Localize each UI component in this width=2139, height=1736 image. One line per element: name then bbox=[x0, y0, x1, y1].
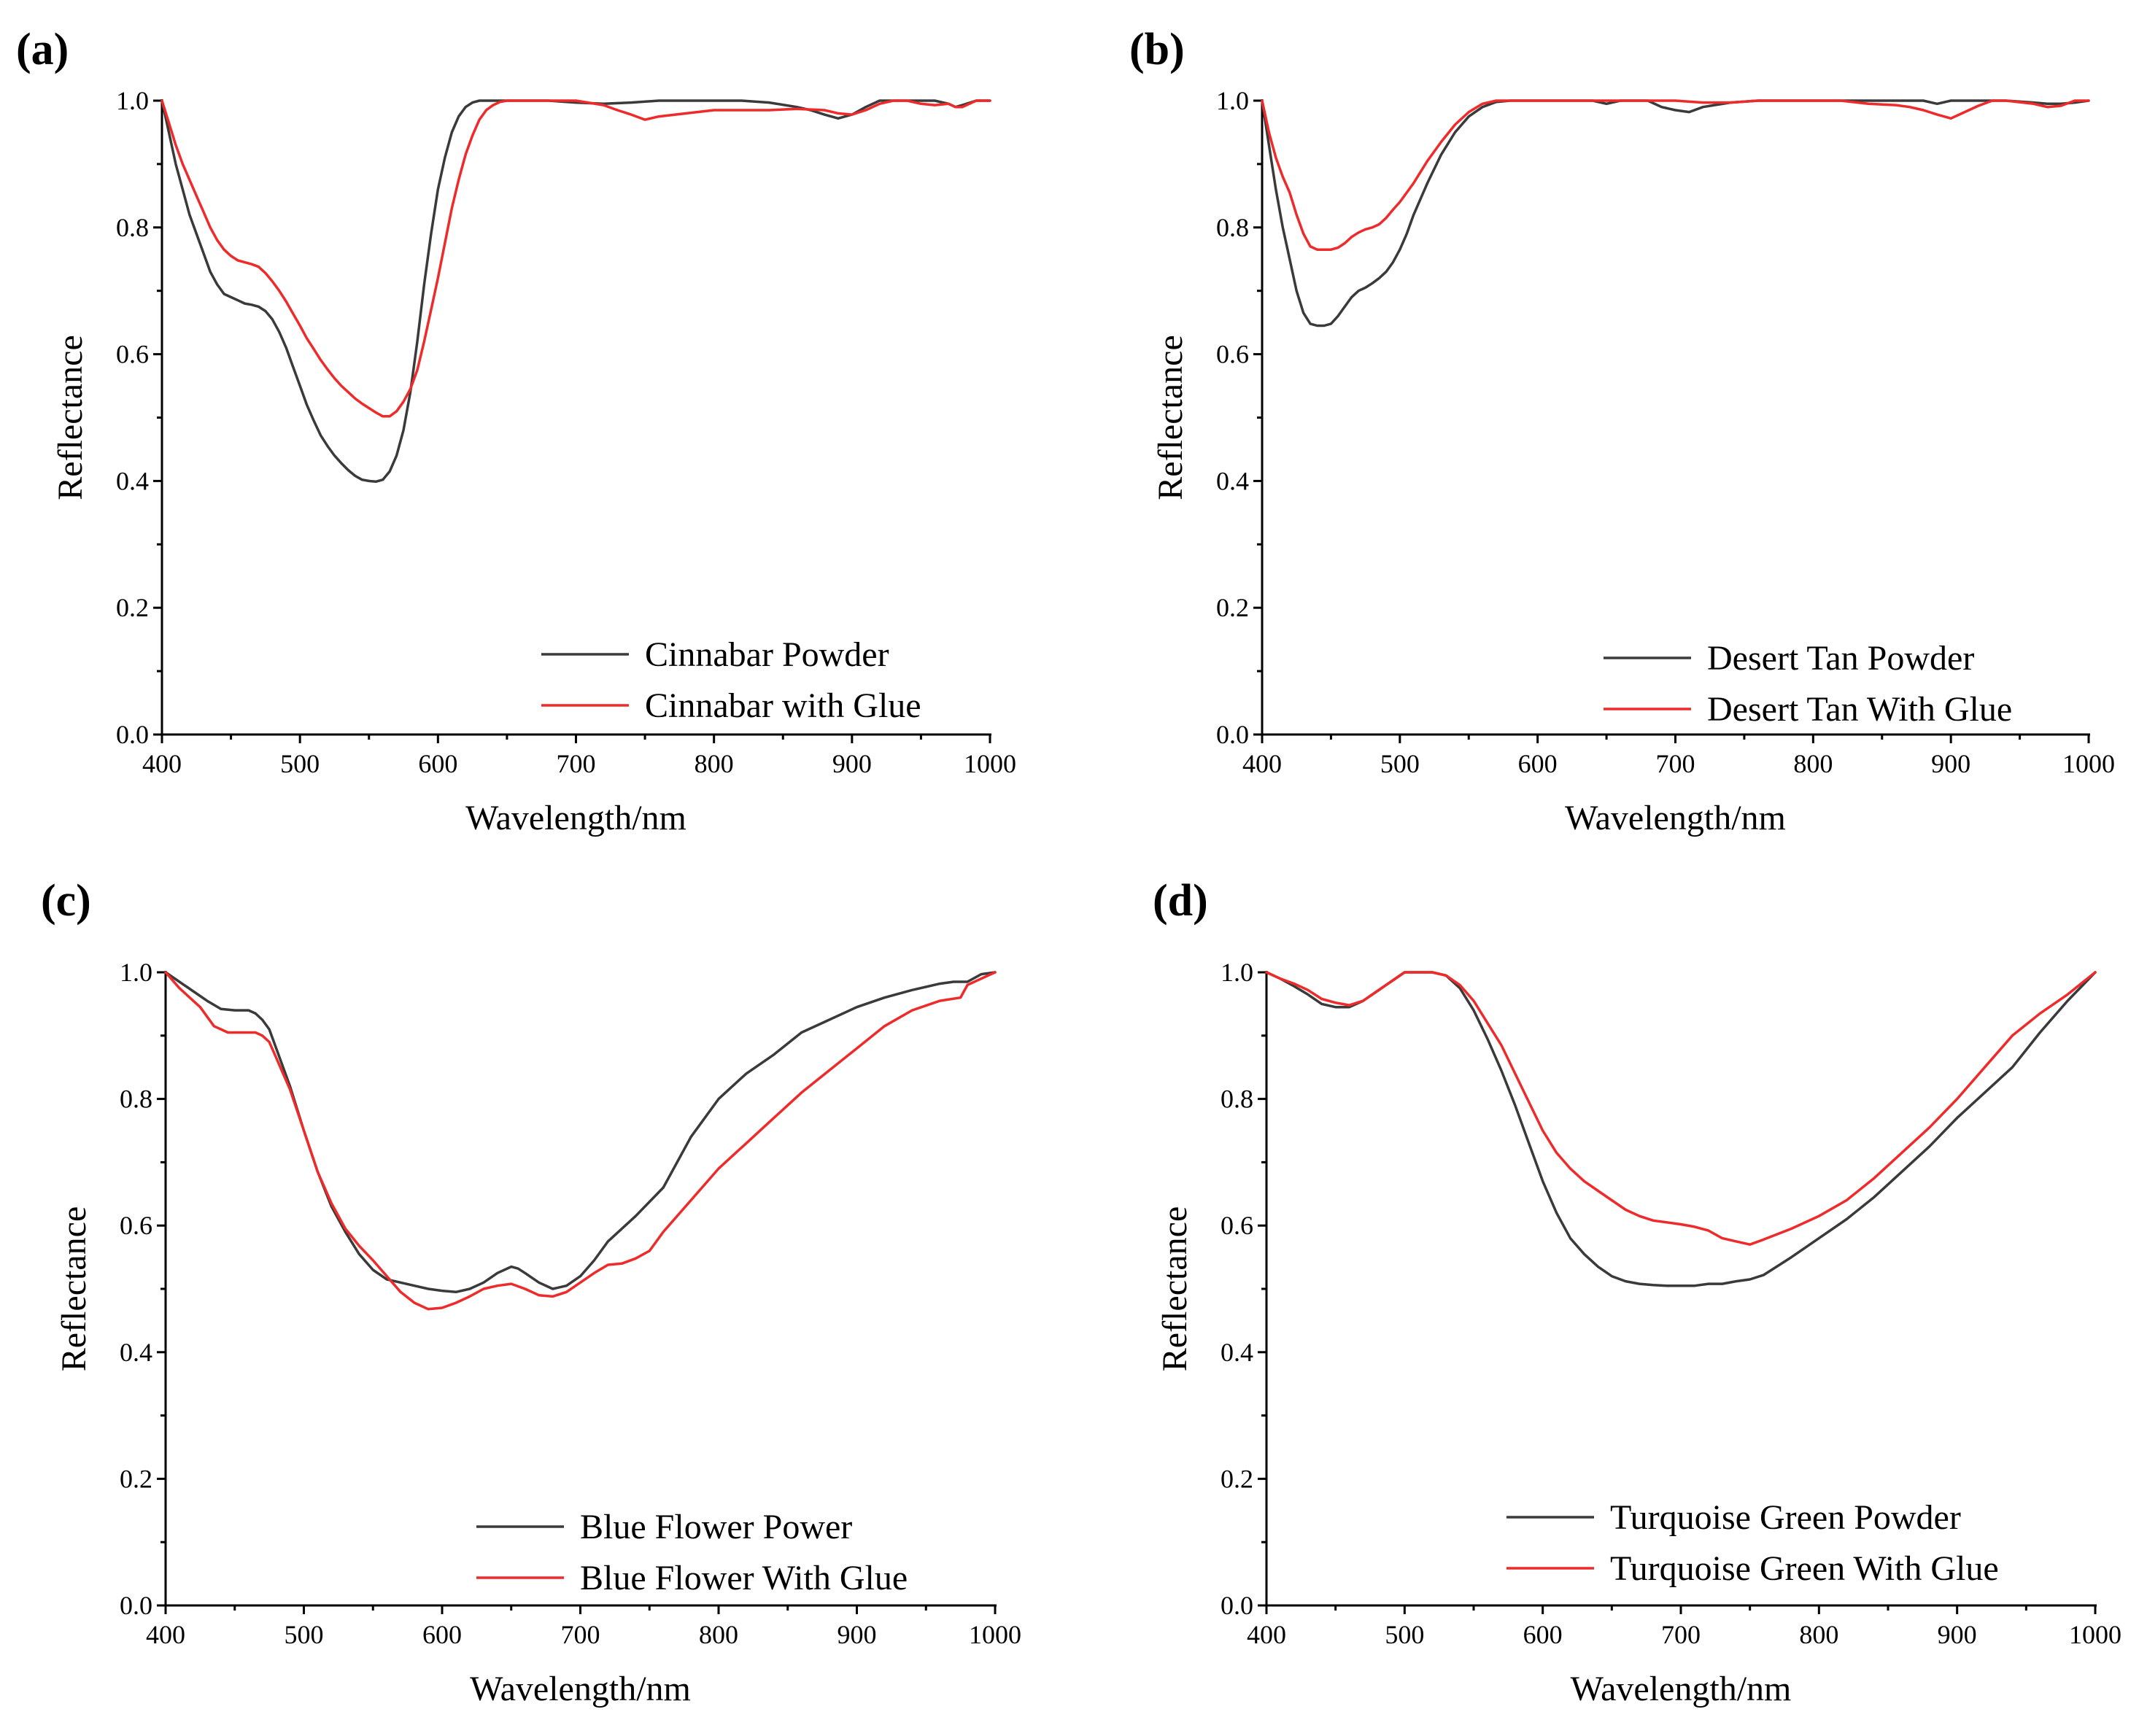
x-tick-label: 400 bbox=[1242, 749, 1282, 778]
panel-label: (c) bbox=[41, 876, 91, 926]
panel-label: (d) bbox=[1153, 876, 1208, 926]
y-tick-label: 0.2 bbox=[120, 1464, 152, 1493]
legend-label: Blue Flower Power bbox=[580, 1508, 852, 1546]
x-tick-label: 1000 bbox=[964, 749, 1016, 778]
series-line-glue bbox=[160, 99, 991, 418]
x-tick-label: 500 bbox=[285, 1620, 324, 1649]
y-tick-label: 0.6 bbox=[1221, 1211, 1253, 1240]
x-tick-label: 800 bbox=[1799, 1620, 1838, 1649]
y-tick-label: 0.8 bbox=[120, 1085, 152, 1114]
legend-label: Turquoise Green With Glue bbox=[1610, 1549, 1999, 1588]
series-line-glue bbox=[164, 971, 997, 1311]
x-tick-label: 700 bbox=[1656, 749, 1695, 778]
x-tick-label: 600 bbox=[1518, 749, 1558, 778]
y-tick-label: 0.2 bbox=[1216, 593, 1249, 622]
y-tick-label: 0.2 bbox=[116, 593, 149, 622]
legend-label: Turquoise Green Powder bbox=[1610, 1498, 1961, 1537]
y-tick-label: 0.8 bbox=[1221, 1085, 1253, 1114]
y-tick-label: 0.8 bbox=[1216, 213, 1249, 242]
x-tick-label: 700 bbox=[561, 1620, 600, 1649]
y-tick-label: 0.0 bbox=[1221, 1591, 1253, 1620]
y-tick-label: 0.0 bbox=[120, 1591, 152, 1620]
x-tick-label: 600 bbox=[1523, 1620, 1563, 1649]
y-tick-label: 0.6 bbox=[116, 340, 149, 369]
legend-label: Cinnabar with Glue bbox=[645, 686, 921, 725]
chart-panel: (a) 400 500 600 700 800 900 1000 0.0 0.2 0.4 0.6 0.8… bbox=[16, 25, 1016, 837]
y-tick-label: 0.4 bbox=[116, 466, 149, 495]
y-axis-title: Reflectance bbox=[51, 335, 90, 500]
y-tick-label: 0.4 bbox=[120, 1338, 152, 1367]
x-tick-label: 1000 bbox=[2069, 1620, 2121, 1649]
series-line-powder bbox=[160, 99, 991, 484]
x-tick-label: 900 bbox=[1931, 749, 1970, 778]
y-tick-label: 0.0 bbox=[116, 720, 149, 749]
series-line-powder bbox=[164, 971, 997, 1294]
x-tick-label: 1000 bbox=[969, 1620, 1021, 1649]
series-line-glue bbox=[1261, 99, 2090, 251]
x-tick-label: 500 bbox=[1385, 1620, 1424, 1649]
x-tick-label: 400 bbox=[142, 749, 182, 778]
x-tick-label: 900 bbox=[838, 1620, 877, 1649]
x-tick-label: 600 bbox=[422, 1620, 462, 1649]
chart-panel: (d) 400 500 600 700 800 900 1000 0.0 0.2 0.4 0.6 0.8… bbox=[1153, 876, 2121, 1708]
x-axis-title: Wavelength/nm bbox=[1565, 799, 1786, 837]
panel-label: (b) bbox=[1129, 25, 1185, 74]
series-line-powder bbox=[1265, 971, 2097, 1287]
x-tick-label: 700 bbox=[1661, 1620, 1701, 1649]
y-tick-label: 0.8 bbox=[116, 213, 149, 242]
y-tick-label: 0.6 bbox=[120, 1211, 152, 1240]
x-tick-label: 600 bbox=[418, 749, 457, 778]
x-tick-label: 800 bbox=[699, 1620, 738, 1649]
legend-label: Desert Tan Powder bbox=[1707, 639, 1974, 678]
legend-label: Cinnabar Powder bbox=[645, 635, 889, 674]
y-tick-label: 1.0 bbox=[1221, 958, 1253, 987]
chart-panel: (c) 400 500 600 700 800 900 1000 0.0 0.2 0.4 0.6 0.8… bbox=[41, 876, 1021, 1708]
x-axis-title: Wavelength/nm bbox=[465, 799, 686, 837]
x-tick-label: 1000 bbox=[2062, 749, 2115, 778]
x-tick-label: 800 bbox=[695, 749, 734, 778]
series-line-powder bbox=[1261, 99, 2090, 328]
chart-panel: (b) 400 500 600 700 800 900 1000 0.0 0.2 0.4 0.6 0.8… bbox=[1129, 25, 2115, 837]
x-tick-label: 500 bbox=[1380, 749, 1420, 778]
x-tick-label: 500 bbox=[280, 749, 320, 778]
y-tick-label: 0.2 bbox=[1221, 1464, 1253, 1493]
panel-label: (a) bbox=[16, 25, 69, 74]
y-tick-label: 0.4 bbox=[1221, 1338, 1253, 1367]
y-tick-label: 0.4 bbox=[1216, 466, 1249, 495]
x-tick-label: 400 bbox=[1247, 1620, 1286, 1649]
x-axis-title: Wavelength/nm bbox=[1571, 1670, 1792, 1708]
y-tick-label: 1.0 bbox=[116, 86, 149, 115]
y-tick-label: 0.6 bbox=[1216, 340, 1249, 369]
x-tick-label: 800 bbox=[1793, 749, 1833, 778]
legend-label: Desert Tan With Glue bbox=[1707, 690, 2012, 729]
y-tick-label: 1.0 bbox=[120, 958, 152, 987]
y-axis-title: Reflectance bbox=[1156, 1206, 1194, 1372]
x-tick-label: 400 bbox=[146, 1620, 185, 1649]
legend-label: Blue Flower With Glue bbox=[580, 1559, 908, 1597]
x-tick-label: 700 bbox=[557, 749, 596, 778]
x-axis-title: Wavelength/nm bbox=[470, 1670, 691, 1708]
y-axis-title: Reflectance bbox=[55, 1206, 93, 1372]
series-line-glue bbox=[1265, 971, 2097, 1246]
x-tick-label: 900 bbox=[832, 749, 872, 778]
y-tick-label: 0.0 bbox=[1216, 720, 1249, 749]
x-tick-label: 900 bbox=[1938, 1620, 1977, 1649]
y-tick-label: 1.0 bbox=[1216, 86, 1249, 115]
y-axis-title: Reflectance bbox=[1151, 335, 1190, 500]
